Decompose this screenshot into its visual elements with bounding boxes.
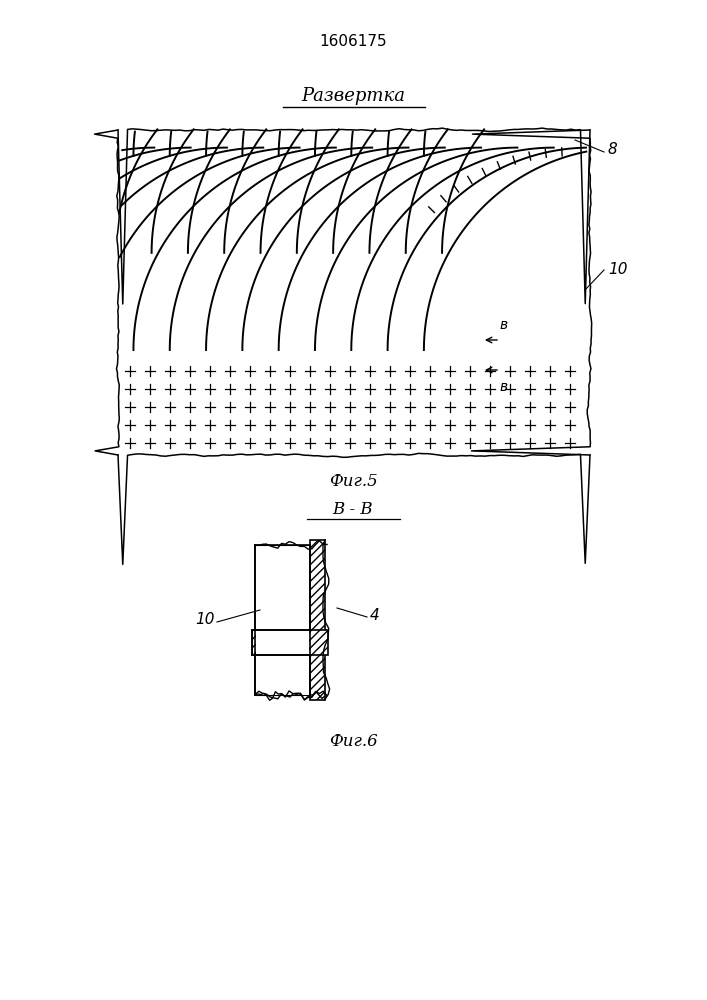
Bar xyxy=(310,540,325,700)
Text: в: в xyxy=(500,318,508,332)
Bar xyxy=(118,130,590,455)
Text: 10: 10 xyxy=(608,262,628,277)
Text: 1606175: 1606175 xyxy=(319,34,387,49)
Text: 4: 4 xyxy=(370,607,380,622)
Text: 8: 8 xyxy=(608,142,618,157)
Text: Развертка: Развертка xyxy=(301,87,405,105)
Text: Фиг.6: Фиг.6 xyxy=(329,734,378,750)
Bar xyxy=(252,630,328,655)
Bar xyxy=(256,631,309,654)
Text: 10: 10 xyxy=(196,612,215,628)
Bar xyxy=(255,545,325,695)
Text: Фиг.5: Фиг.5 xyxy=(329,474,378,490)
Text: в: в xyxy=(500,380,508,394)
Text: В - В: В - В xyxy=(333,502,373,518)
